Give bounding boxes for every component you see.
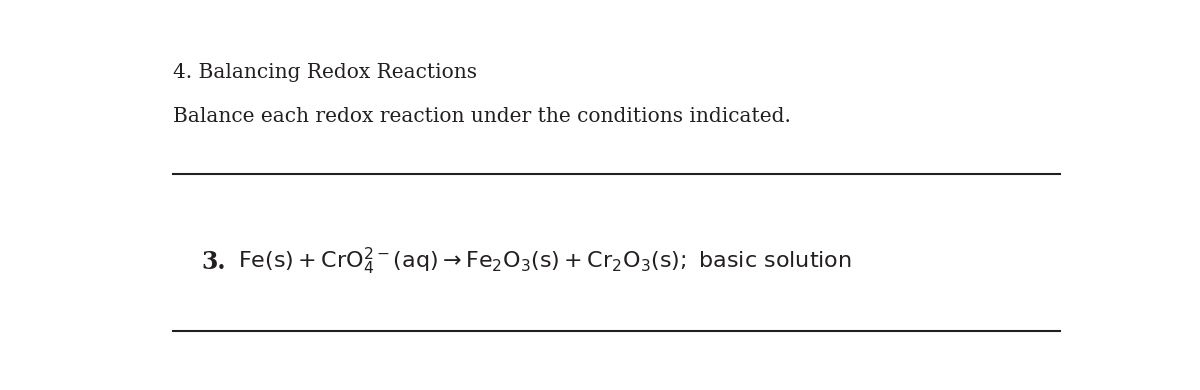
Text: 3.: 3. <box>202 250 226 273</box>
Text: $\mathregular{Fe(s) + CrO_4^{2-}(aq) \rightarrow Fe_2O_3(s) + Cr_2O_3(s); \ basi: $\mathregular{Fe(s) + CrO_4^{2-}(aq) \ri… <box>239 246 852 277</box>
Text: 4. Balancing Redox Reactions: 4. Balancing Redox Reactions <box>173 63 478 82</box>
Text: Balance each redox reaction under the conditions indicated.: Balance each redox reaction under the co… <box>173 107 791 126</box>
